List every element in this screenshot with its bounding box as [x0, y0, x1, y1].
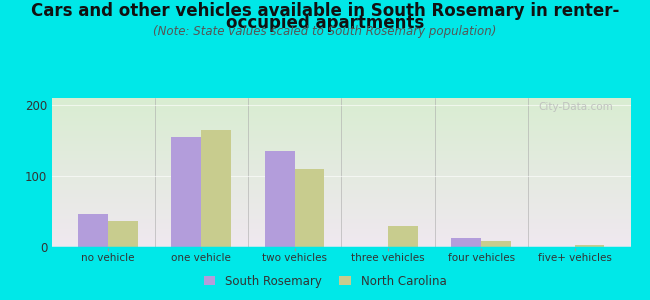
- Bar: [294, 169, 324, 248]
- Legend: South Rosemary, North Carolina: South Rosemary, North Carolina: [200, 271, 450, 291]
- Bar: [575, 245, 604, 247]
- Text: Cars and other vehicles available in South Rosemary in renter-: Cars and other vehicles available in Sou…: [31, 2, 619, 20]
- Bar: [108, 221, 138, 248]
- Text: City-Data.com: City-Data.com: [538, 102, 613, 112]
- Bar: [451, 238, 481, 248]
- Text: occupied apartments: occupied apartments: [226, 14, 424, 32]
- Bar: [78, 214, 108, 247]
- Bar: [172, 137, 202, 248]
- Bar: [265, 151, 294, 247]
- Bar: [202, 130, 231, 248]
- Bar: [388, 226, 418, 247]
- Bar: [481, 241, 511, 248]
- Text: (Note: State values scaled to South Rosemary population): (Note: State values scaled to South Rose…: [153, 26, 497, 38]
